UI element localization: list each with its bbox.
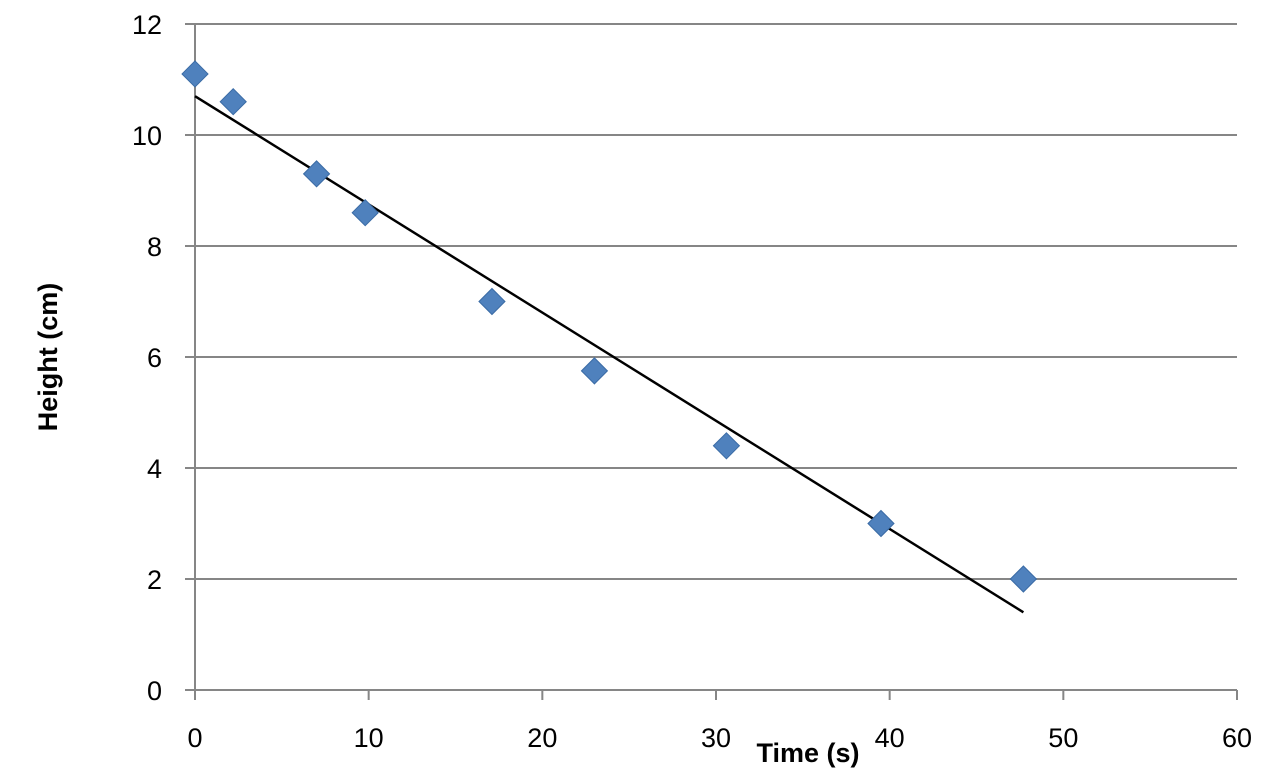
- x-tick-label: 0: [187, 723, 202, 753]
- y-tick-label: 8: [147, 232, 162, 262]
- data-point: [712, 432, 741, 460]
- data-points: [181, 60, 1038, 593]
- y-tick-label: 4: [147, 454, 162, 484]
- y-tick-label: 10: [132, 121, 162, 151]
- data-point: [351, 198, 379, 227]
- axes: [185, 23, 1238, 700]
- x-tick-label: 20: [527, 723, 557, 753]
- x-tick-label: 30: [701, 723, 731, 753]
- y-tick-label: 0: [147, 676, 162, 706]
- x-axis-title: Time (s): [756, 738, 859, 768]
- data-point: [302, 160, 331, 188]
- y-tick-label: 6: [147, 343, 162, 373]
- x-tick-label: 60: [1222, 723, 1252, 753]
- y-axis-title: Height (cm): [33, 283, 63, 432]
- y-tick-label: 12: [132, 10, 162, 40]
- y-tick-label: 2: [147, 565, 162, 595]
- tick-labels: 0 2 4 6 8 10 12 0 10 20 30 40 50 60: [132, 10, 1252, 753]
- data-point: [580, 357, 609, 385]
- gridlines: [195, 23, 1237, 580]
- x-tick-label: 40: [875, 723, 905, 753]
- data-point: [867, 509, 895, 538]
- data-point: [1009, 565, 1038, 593]
- x-tick-label: 10: [354, 723, 384, 753]
- data-point: [478, 287, 506, 316]
- data-point: [219, 87, 247, 116]
- x-tick-label: 50: [1048, 723, 1078, 753]
- data-point: [181, 60, 209, 88]
